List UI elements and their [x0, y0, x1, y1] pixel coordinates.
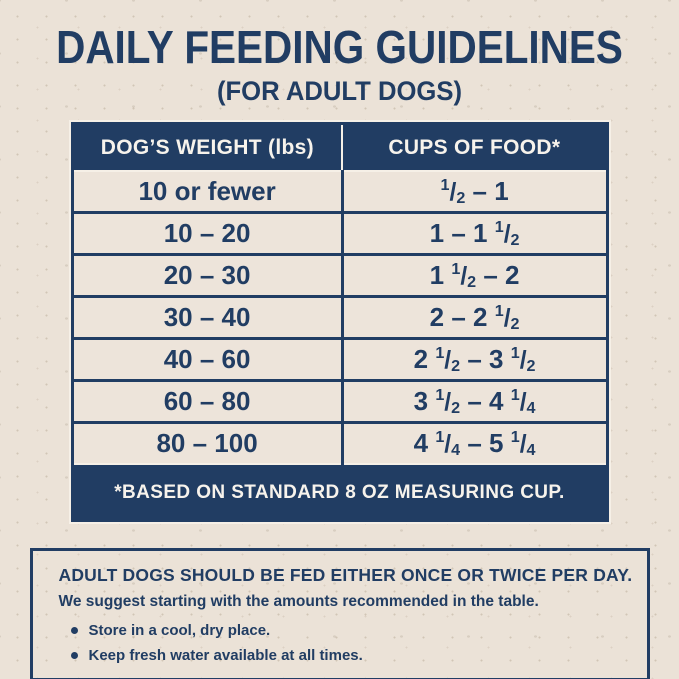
info-subheading: We suggest starting with the amounts rec… — [58, 593, 539, 610]
feeding-table-header: DOG’S WEIGHT (lbs) CUPS OF FOOD* — [72, 123, 607, 172]
weight-cell: 20 – 30 — [72, 253, 344, 297]
table-row: 30 – 40 2 – 2 1/2 — [72, 295, 607, 339]
page-subtitle: (FOR ADULT DOGS) — [216, 76, 463, 106]
measuring-cup-footnote: *BASED ON STANDARD 8 OZ MEASURING CUP. — [72, 463, 607, 521]
bullet-item: Keep fresh water available at all times. — [70, 647, 621, 664]
bullet-text: Keep fresh water available at all times. — [88, 647, 363, 664]
table-row: 10 or fewer 1/2 – 1 — [72, 171, 607, 213]
feeding-table: DOG’S WEIGHT (lbs) CUPS OF FOOD* 10 or f… — [70, 122, 609, 522]
bullet-dot-icon — [70, 652, 78, 659]
cups-cell: 1/2 – 1 — [342, 171, 607, 213]
header-row: DOG’S WEIGHT (lbs) CUPS OF FOOD* — [72, 123, 607, 172]
page-title: DAILY FEEDING GUIDELINES — [56, 21, 623, 73]
table-row: 80 – 100 4 1/4 – 5 1/4 — [72, 421, 607, 464]
bullet-text: Store in a cool, dry place. — [88, 622, 271, 639]
weight-cell: 10 – 20 — [72, 211, 344, 255]
info-bullet-list: Store in a cool, dry place. Keep fresh w… — [59, 622, 621, 664]
cups-cell: 3 1/2 – 4 1/4 — [342, 379, 607, 423]
table-footnote-row: *BASED ON STANDARD 8 OZ MEASURING CUP. — [72, 463, 607, 521]
feeding-table-body: 10 or fewer 1/2 – 1 10 – 20 1 – 1 1/2 20… — [72, 171, 607, 521]
cups-cell: 4 1/4 – 5 1/4 — [342, 421, 607, 464]
cups-cell: 2 1/2 – 3 1/2 — [342, 337, 607, 381]
table-row: 60 – 80 3 1/2 – 4 1/4 — [72, 379, 607, 423]
table-row: 20 – 30 1 1/2 – 2 — [72, 253, 607, 297]
info-heading: ADULT DOGS SHOULD BE FED EITHER ONCE OR … — [58, 565, 633, 585]
weight-cell: 30 – 40 — [72, 295, 344, 339]
cups-cell: 2 – 2 1/2 — [342, 295, 607, 339]
column-header-weight: DOG’S WEIGHT (lbs) — [72, 123, 344, 172]
table-row: 40 – 60 2 1/2 – 3 1/2 — [72, 337, 607, 381]
weight-cell: 80 – 100 — [72, 421, 344, 464]
column-header-cups: CUPS OF FOOD* — [342, 123, 607, 172]
info-box: ADULT DOGS SHOULD BE FED EITHER ONCE OR … — [29, 548, 650, 679]
weight-cell: 10 or fewer — [72, 171, 344, 213]
weight-cell: 60 – 80 — [72, 379, 344, 423]
bullet-item: Store in a cool, dry place. — [70, 622, 621, 639]
bullet-dot-icon — [70, 627, 78, 634]
cups-cell: 1 1/2 – 2 — [342, 253, 607, 297]
weight-cell: 40 – 60 — [72, 337, 344, 381]
table-row: 10 – 20 1 – 1 1/2 — [72, 211, 607, 255]
cups-cell: 1 – 1 1/2 — [342, 211, 607, 255]
